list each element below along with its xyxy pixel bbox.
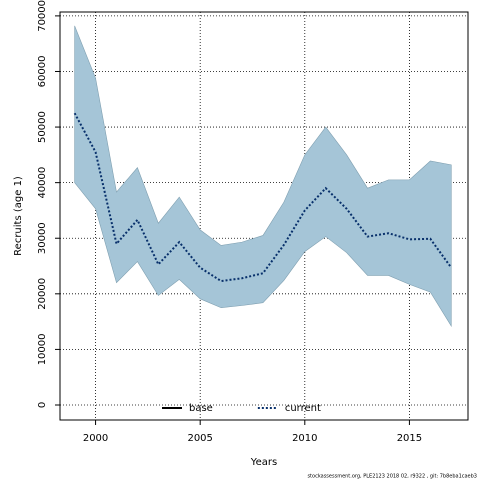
legend-label: current [285, 403, 321, 414]
plot-frame [59, 11, 469, 421]
y-tick-label: 50000 [37, 111, 48, 143]
y-tick-label: 10000 [37, 333, 48, 365]
legend-label: base [189, 403, 213, 414]
x-axis-label: Years [250, 457, 277, 468]
y-axis-label: Recruits (age 1) [13, 176, 24, 256]
y-tick-label: 0 [37, 402, 48, 408]
confidence-band [74, 25, 452, 328]
x-tick-label: 2000 [83, 433, 108, 444]
x-tick-label: 2005 [187, 433, 212, 444]
y-tick-label: 60000 [37, 56, 48, 88]
y-tick-label: 30000 [37, 222, 48, 254]
y-tick-label: 20000 [37, 278, 48, 310]
x-tick-label: 2015 [397, 433, 422, 444]
x-tick-label: 2010 [292, 433, 317, 444]
footer: stockassessment.org, PLE2123 2018 02, r9… [307, 474, 477, 480]
y-tick-label: 40000 [37, 167, 48, 199]
series-line [73, 112, 453, 283]
y-tick-label: 70000 [37, 0, 48, 32]
